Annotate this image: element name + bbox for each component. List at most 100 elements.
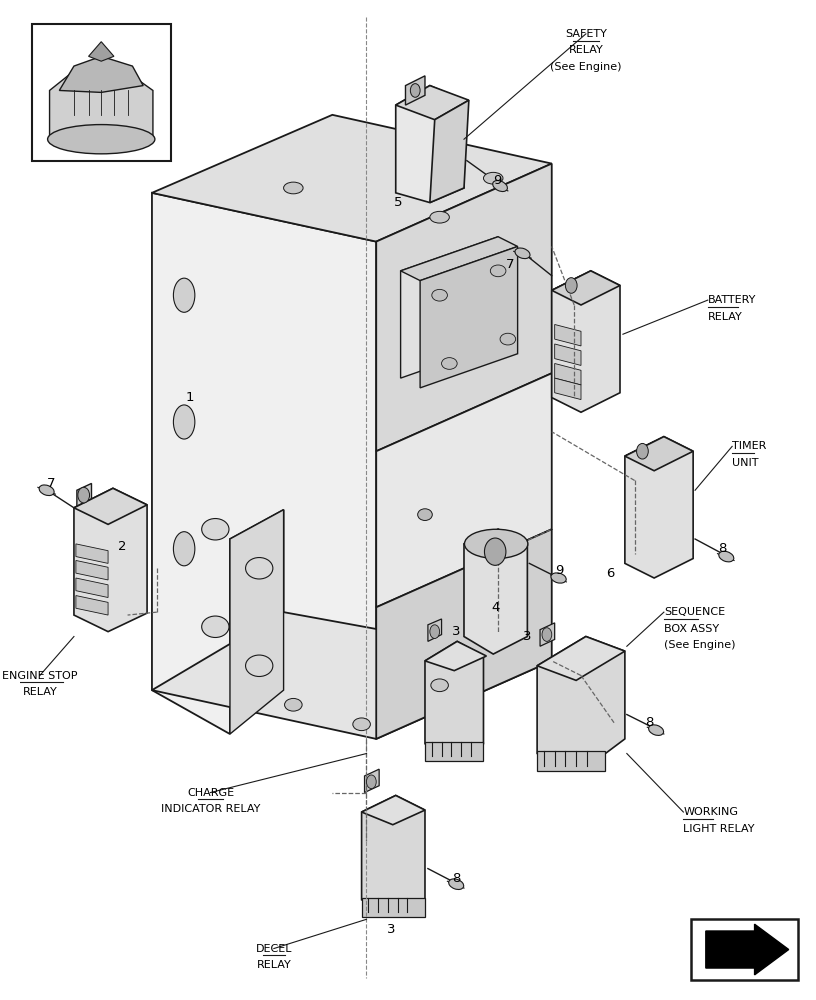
Polygon shape: [89, 42, 114, 61]
Ellipse shape: [418, 509, 432, 520]
Polygon shape: [555, 324, 581, 346]
Text: 3: 3: [452, 625, 460, 638]
Polygon shape: [555, 363, 581, 385]
Polygon shape: [60, 56, 143, 92]
Text: BOX ASSY: BOX ASSY: [664, 624, 719, 634]
Ellipse shape: [464, 529, 528, 559]
Ellipse shape: [39, 485, 54, 496]
Ellipse shape: [174, 278, 195, 312]
Polygon shape: [691, 919, 798, 980]
Text: RELAY: RELAY: [22, 687, 57, 697]
Polygon shape: [625, 437, 693, 578]
Text: RELAY: RELAY: [707, 312, 743, 322]
Text: RELAY: RELAY: [569, 45, 603, 55]
Text: 5: 5: [394, 196, 403, 209]
Polygon shape: [552, 271, 620, 412]
Ellipse shape: [353, 718, 370, 731]
Polygon shape: [555, 378, 581, 400]
Ellipse shape: [174, 532, 195, 566]
Polygon shape: [32, 24, 171, 161]
Ellipse shape: [542, 628, 552, 641]
Text: INDICATOR RELAY: INDICATOR RELAY: [161, 804, 260, 814]
Text: 3: 3: [387, 923, 395, 936]
Polygon shape: [376, 529, 552, 739]
Polygon shape: [376, 373, 552, 607]
Polygon shape: [552, 276, 591, 295]
Polygon shape: [152, 193, 376, 739]
Polygon shape: [401, 237, 517, 281]
Polygon shape: [540, 623, 555, 646]
Ellipse shape: [284, 182, 303, 194]
Polygon shape: [425, 742, 484, 761]
Text: SAFETY: SAFETY: [565, 29, 607, 39]
Text: 9: 9: [493, 174, 501, 187]
Polygon shape: [428, 619, 441, 641]
Ellipse shape: [202, 519, 229, 540]
Text: 3: 3: [523, 630, 531, 643]
Text: DECEL: DECEL: [255, 944, 292, 954]
Ellipse shape: [565, 278, 577, 293]
Text: TIMER: TIMER: [732, 441, 766, 451]
Polygon shape: [50, 69, 153, 139]
Polygon shape: [420, 246, 517, 388]
Polygon shape: [77, 483, 91, 508]
Text: 8: 8: [645, 716, 654, 729]
Ellipse shape: [485, 538, 506, 565]
Polygon shape: [396, 86, 469, 120]
Ellipse shape: [410, 84, 420, 97]
Ellipse shape: [78, 487, 90, 503]
Polygon shape: [76, 596, 108, 615]
Ellipse shape: [246, 655, 273, 676]
Polygon shape: [365, 769, 379, 793]
Text: SEQUENCE: SEQUENCE: [664, 607, 725, 617]
Polygon shape: [706, 924, 789, 975]
Ellipse shape: [246, 558, 273, 579]
Polygon shape: [555, 344, 581, 365]
Polygon shape: [537, 751, 605, 771]
Ellipse shape: [430, 625, 440, 638]
Text: (See Engine): (See Engine): [664, 640, 735, 650]
Polygon shape: [396, 86, 464, 203]
Ellipse shape: [636, 443, 648, 459]
Ellipse shape: [449, 879, 463, 889]
Polygon shape: [464, 529, 527, 559]
Ellipse shape: [202, 616, 229, 637]
Ellipse shape: [719, 551, 734, 562]
Text: CHARGE: CHARGE: [187, 788, 234, 798]
Text: 2: 2: [118, 540, 127, 553]
Ellipse shape: [432, 289, 447, 301]
Text: 8: 8: [718, 542, 726, 555]
Ellipse shape: [515, 248, 530, 259]
Polygon shape: [76, 578, 108, 598]
Text: 7: 7: [47, 477, 55, 490]
Polygon shape: [625, 441, 664, 461]
Ellipse shape: [441, 358, 457, 369]
Ellipse shape: [431, 679, 448, 692]
Text: ENGINE STOP: ENGINE STOP: [2, 671, 78, 681]
Ellipse shape: [285, 698, 302, 711]
Text: 9: 9: [556, 564, 564, 577]
Text: 7: 7: [506, 258, 514, 271]
Text: WORKING: WORKING: [683, 807, 738, 817]
Polygon shape: [537, 637, 625, 768]
Ellipse shape: [484, 172, 503, 184]
Polygon shape: [76, 560, 108, 580]
Ellipse shape: [47, 125, 155, 154]
Polygon shape: [537, 637, 625, 680]
Text: LIGHT RELAY: LIGHT RELAY: [683, 824, 755, 834]
Polygon shape: [425, 641, 486, 671]
Ellipse shape: [493, 181, 508, 192]
Ellipse shape: [366, 775, 376, 789]
Polygon shape: [464, 529, 527, 654]
Polygon shape: [152, 115, 552, 242]
Text: UNIT: UNIT: [732, 458, 759, 468]
Text: 6: 6: [606, 567, 614, 580]
Ellipse shape: [490, 265, 506, 277]
Polygon shape: [76, 544, 108, 563]
Polygon shape: [401, 237, 498, 378]
Polygon shape: [552, 271, 620, 305]
Polygon shape: [74, 488, 147, 524]
Ellipse shape: [551, 573, 566, 583]
Polygon shape: [74, 488, 147, 632]
Polygon shape: [406, 76, 425, 105]
